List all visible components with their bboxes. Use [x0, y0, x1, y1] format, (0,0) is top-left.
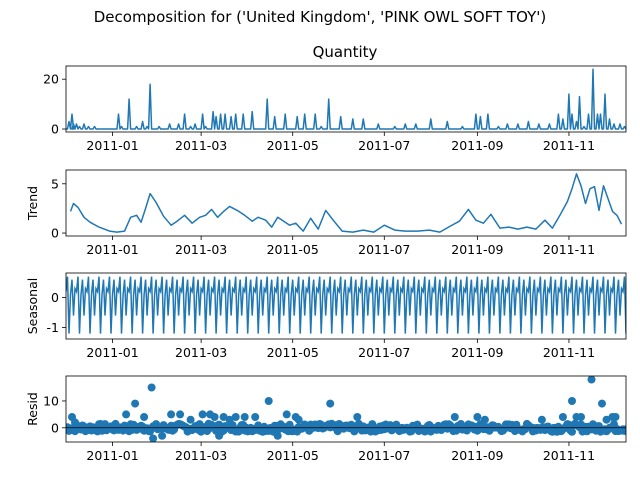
resid-point — [285, 420, 294, 429]
resid-point — [622, 425, 626, 434]
resid-point — [210, 413, 219, 421]
x-tick-label: 2011-03 — [175, 345, 227, 360]
axes-frame — [65, 272, 627, 340]
resid-point — [598, 399, 606, 408]
x-tick-label: 2011-09 — [451, 448, 503, 463]
x-tick-label: 2011-09 — [451, 242, 503, 257]
resid-point — [111, 421, 120, 430]
y-axis-label: Seasonal — [25, 278, 40, 335]
resid-point — [251, 413, 260, 421]
resid-point — [480, 415, 489, 424]
resid-point — [231, 413, 240, 421]
resid-point — [215, 431, 224, 440]
x-tick-label: 2011-05 — [267, 138, 319, 153]
resid-point — [122, 410, 131, 419]
resid-point — [219, 413, 228, 421]
resid-point — [353, 413, 362, 421]
trend-panel: 2011-01 2011-03 2011-05 2011-07 2011-09 2011-… — [25, 169, 627, 257]
axes-frame — [65, 65, 627, 133]
x-tick-label: 2011-01 — [86, 448, 138, 463]
x-tick-label: 2011-03 — [175, 138, 227, 153]
x-tick-label: 2011-01 — [86, 345, 138, 360]
x-tick-label: 2011-07 — [358, 345, 410, 360]
x-tick-label: 2011-01 — [86, 242, 138, 257]
x-tick-label: 2011-11 — [543, 448, 595, 463]
resid-point — [602, 415, 611, 424]
quantity-panel: 2011-01 2011-03 2011-05 2011-07 2011-09 2011-… — [43, 65, 627, 153]
x-tick-label: 2011-03 — [175, 242, 227, 257]
x-tick-label: 2011-11 — [543, 138, 595, 153]
resid-point — [149, 434, 158, 442]
resid-point — [147, 383, 156, 392]
y-axis-label: Resid — [25, 392, 40, 426]
resid-point — [131, 399, 140, 408]
resid-point — [537, 415, 546, 424]
y-tick-label: 20 — [43, 72, 59, 87]
plot-area — [66, 276, 626, 334]
resid-point — [282, 410, 291, 419]
resid-panel: 2011-01 2011-03 2011-05 2011-07 2011-09 2011-… — [25, 375, 627, 463]
figure-suptitle: Decomposition for ('United Kingdom', 'PI… — [94, 8, 547, 26]
y-axis-label: Trend — [25, 186, 40, 221]
panel-1-title: Quantity — [313, 43, 378, 61]
resid-point — [587, 376, 596, 384]
resid-point — [568, 427, 576, 436]
trend-series-line — [69, 173, 623, 233]
x-tick-label: 2011-05 — [267, 345, 319, 360]
x-tick-label: 2011-05 — [267, 448, 319, 463]
resid-point — [225, 415, 234, 424]
x-tick-label: 2011-09 — [451, 138, 503, 153]
resid-point — [473, 413, 482, 421]
resid-point — [273, 431, 282, 440]
x-tick-label: 2011-11 — [543, 345, 595, 360]
resid-point — [240, 413, 249, 421]
resid-point — [158, 431, 167, 440]
y-tick-label: 0 — [51, 290, 59, 305]
y-tick-label: 0 — [51, 226, 59, 241]
resid-point — [140, 413, 149, 421]
x-tick-label: 2011-09 — [451, 345, 503, 360]
x-tick-label: 2011-11 — [543, 242, 595, 257]
resid-point — [264, 397, 273, 405]
resid-point — [186, 415, 195, 424]
seasonal-panel: 2011-01 2011-03 2011-05 2011-07 2011-09 2011-… — [25, 272, 627, 360]
axes-frame — [65, 375, 627, 443]
seasonal-series-line — [66, 276, 626, 334]
y-tick-label: 0 — [51, 420, 59, 435]
y-tick-label: 0 — [51, 122, 59, 137]
resid-point — [558, 413, 567, 421]
resid-point — [611, 413, 620, 421]
x-tick-label: 2011-07 — [358, 448, 410, 463]
y-tick-label: 10 — [43, 393, 59, 408]
resid-point — [198, 410, 207, 419]
resid-point — [568, 397, 576, 405]
resid-point — [167, 410, 176, 419]
plot-area — [69, 173, 623, 233]
plot-area — [66, 68, 626, 130]
y-tick-label: 5 — [51, 176, 59, 191]
x-tick-label: 2011-01 — [86, 138, 138, 153]
axes-frame — [65, 169, 627, 237]
quantity-series-line — [66, 68, 626, 130]
resid-point — [176, 410, 185, 419]
x-tick-label: 2011-03 — [175, 448, 227, 463]
resid-point — [71, 418, 79, 427]
plot-area — [66, 376, 626, 442]
x-tick-label: 2011-07 — [358, 242, 410, 257]
resid-point — [450, 413, 459, 421]
resid-point — [294, 415, 303, 424]
x-tick-label: 2011-05 — [267, 242, 319, 257]
resid-point — [326, 399, 335, 408]
resid-point — [577, 413, 585, 421]
y-tick-label: -1 — [47, 320, 59, 335]
x-tick-label: 2011-07 — [358, 138, 410, 153]
